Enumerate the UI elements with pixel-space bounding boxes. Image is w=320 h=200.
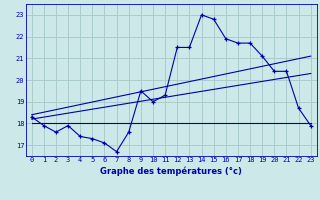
X-axis label: Graphe des températures (°c): Graphe des températures (°c)	[100, 166, 242, 176]
